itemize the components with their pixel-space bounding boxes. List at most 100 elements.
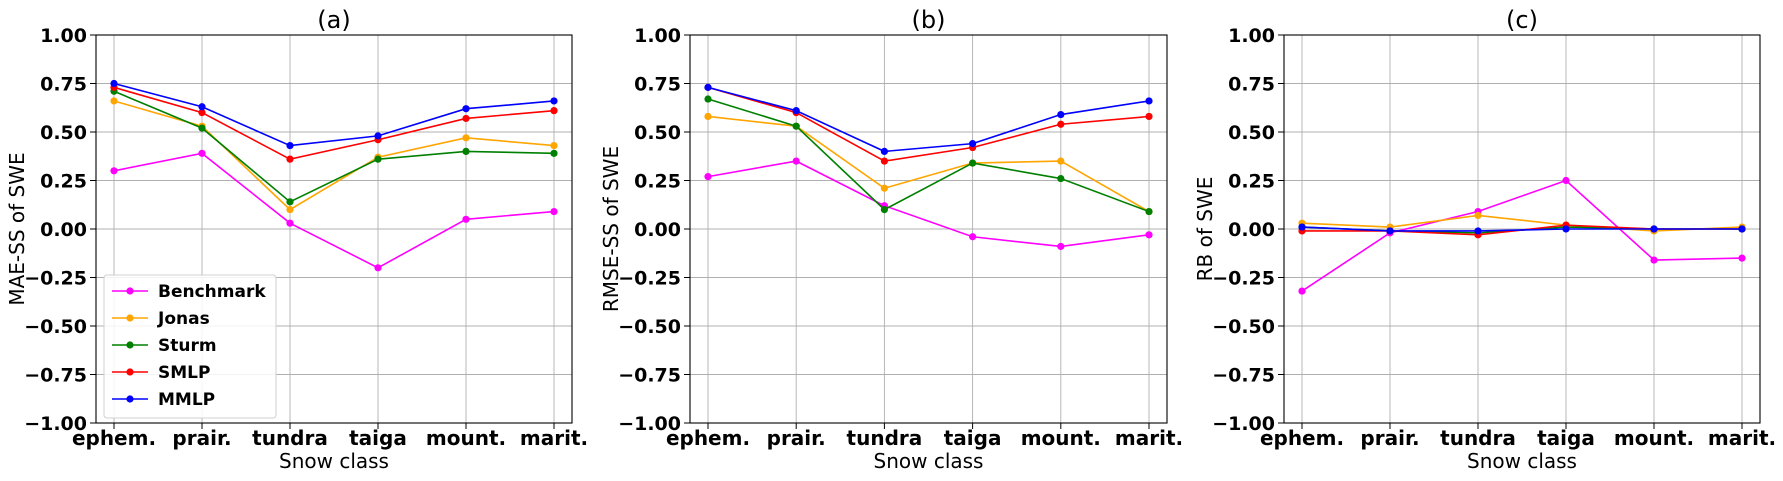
data-point-benchmark (969, 233, 977, 241)
y-tick-label: 0.00 (634, 219, 681, 241)
data-point-benchmark (1650, 256, 1658, 264)
data-point-benchmark (462, 215, 470, 223)
x-tick-label: marit. (1708, 426, 1776, 450)
data-point-jonas (880, 184, 889, 192)
data-point-smlp (198, 109, 206, 117)
x-tick-label: ephem. (72, 426, 156, 450)
data-point-mmlp (1650, 225, 1658, 233)
legend-marker-benchmark (126, 287, 134, 295)
series-line-mmlp (707, 86, 1150, 153)
data-point-jonas (1057, 157, 1065, 165)
y-tick-label: 0.75 (1228, 74, 1275, 96)
x-tick-label: ephem. (1260, 426, 1344, 450)
data-point-mmlp (704, 83, 712, 91)
legend-marker-smlp (126, 368, 134, 376)
data-point-sturm (792, 122, 800, 130)
x-tick-label: tundra (847, 426, 923, 450)
y-axis-label: MAE-SS of SWE (5, 152, 29, 305)
x-axis-label: Snow class (279, 449, 389, 473)
y-tick-label: −0.50 (618, 316, 681, 338)
y-tick-label: 0.75 (634, 74, 681, 96)
data-point-benchmark (550, 207, 558, 216)
data-point-mmlp (110, 79, 118, 88)
x-tick-label: mount. (426, 426, 506, 450)
data-point-benchmark (1145, 231, 1153, 239)
y-tick-label: 0.00 (1228, 219, 1275, 241)
x-axis-label: Snow class (874, 449, 984, 473)
legend-label-mmlp: MMLP (158, 390, 215, 410)
y-tick-label: 1.00 (1228, 25, 1275, 47)
data-point-benchmark (1298, 287, 1306, 295)
data-point-mmlp (198, 103, 206, 111)
x-tick-label: tundra (1440, 426, 1516, 450)
data-point-mmlp (1145, 97, 1153, 105)
series-line-jonas (1301, 214, 1743, 232)
data-point-smlp (1145, 112, 1153, 121)
data-point-mmlp (286, 141, 294, 150)
series-line-benchmark (113, 152, 555, 269)
data-point-jonas (1474, 211, 1482, 220)
legend-box (103, 274, 277, 419)
data-point-jonas (462, 134, 470, 142)
series-line-smlp (707, 86, 1150, 162)
data-point-mmlp (550, 97, 558, 105)
y-tick-label: 0.25 (1228, 171, 1275, 193)
x-tick-label: mount. (1021, 426, 1101, 450)
y-tick-label: 0.75 (40, 74, 87, 96)
series-line-mmlp (113, 82, 555, 147)
chart-panel-3: −1.00 −0.75 −0.50 −0.25 0.00 0.25 0.50 0.75 1.00… (1193, 6, 1776, 473)
data-point-benchmark (704, 173, 712, 181)
panel-title: (a) (317, 6, 350, 34)
data-point-sturm (1145, 207, 1153, 216)
x-tick-label: ephem. (666, 426, 750, 450)
x-tick-label: mount. (1614, 426, 1694, 450)
data-point-smlp (462, 114, 470, 123)
data-point-mmlp (1298, 223, 1306, 231)
x-tick-label: prair. (767, 426, 826, 450)
data-point-benchmark (1057, 242, 1065, 251)
y-tick-label: −1.00 (618, 413, 681, 435)
data-point-mmlp (792, 107, 800, 115)
y-tick-label: 0.00 (40, 219, 87, 241)
data-point-mmlp (462, 105, 470, 113)
data-point-mmlp (1562, 225, 1570, 233)
data-point-benchmark (1562, 176, 1570, 185)
data-point-mmlp (1738, 225, 1746, 233)
data-point-jonas (550, 141, 558, 150)
y-tick-label: 1.00 (40, 25, 87, 47)
data-point-smlp (286, 155, 294, 163)
data-point-mmlp (1386, 227, 1394, 235)
legend-label-jonas: Jonas (157, 309, 210, 329)
data-point-sturm (286, 198, 294, 206)
x-tick-label: tundra (252, 426, 328, 450)
y-tick-label: −1.00 (1212, 413, 1275, 435)
series-line-jonas (707, 115, 1150, 213)
series-line-mmlp (1301, 226, 1742, 232)
x-tick-label: marit. (1115, 426, 1183, 450)
legend-label-sturm: Sturm (158, 336, 217, 356)
data-point-mmlp (880, 147, 889, 155)
y-tick-label: 1.00 (634, 25, 681, 47)
y-axis-label: RB of SWE (1193, 177, 1217, 282)
data-point-jonas (704, 112, 712, 121)
x-tick-label: marit. (520, 426, 588, 450)
chart-panel-2: −1.00 −0.75 −0.50 −0.25 0.00 0.25 0.50 0.75 1.00… (599, 6, 1183, 473)
panel-title: (c) (1506, 6, 1538, 34)
plot-frame (95, 34, 573, 424)
y-tick-label: 0.50 (1228, 122, 1275, 144)
data-point-jonas (110, 97, 118, 105)
y-tick-label: −0.25 (618, 268, 681, 290)
data-point-smlp (880, 157, 889, 165)
legend-label-benchmark: Benchmark (158, 282, 266, 302)
y-tick-label: −0.25 (24, 268, 87, 290)
y-tick-label: 0.50 (40, 122, 87, 144)
data-point-benchmark (110, 167, 118, 175)
y-tick-label: 0.25 (634, 171, 681, 193)
data-point-benchmark (1738, 254, 1746, 262)
y-axis-label: RMSE-SS of SWE (599, 146, 623, 312)
legend: Benchmark Jonas Sturm SMLP MMLP (103, 274, 277, 419)
x-tick-label: taiga (1537, 426, 1595, 450)
y-tick-label: −0.25 (1212, 268, 1275, 290)
data-point-smlp (550, 107, 558, 115)
